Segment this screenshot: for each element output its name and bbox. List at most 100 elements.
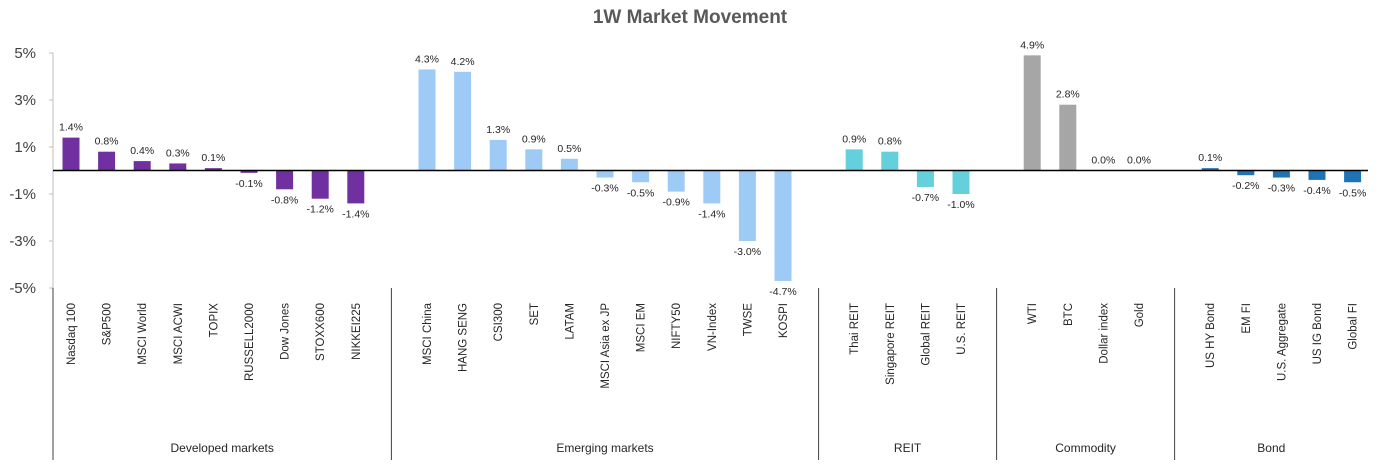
data-label: 0.4% [130, 145, 154, 157]
data-label: -1.4% [698, 208, 725, 220]
data-label: -0.8% [271, 194, 298, 206]
data-label: -0.9% [662, 197, 689, 209]
bar [347, 170, 365, 204]
bar [1308, 170, 1326, 180]
x-tick-label: MSCI ACWI [173, 303, 185, 364]
x-tick-label: Gold [1134, 303, 1146, 327]
data-label: 4.9% [1020, 39, 1044, 51]
x-tick-label: SET [529, 303, 541, 325]
data-label: 0.9% [522, 133, 546, 145]
y-tick-label: -5% [9, 280, 36, 297]
bar [204, 168, 222, 171]
x-tick-label: RUSSELL2000 [244, 303, 256, 381]
bar [489, 139, 507, 171]
data-label: 0.5% [557, 143, 581, 155]
x-tick-label: BTC [1063, 303, 1075, 326]
x-tick-label: TWSE [742, 303, 754, 337]
x-tick-label: CSI300 [493, 303, 505, 341]
y-tick-label: 5% [14, 45, 36, 62]
x-tick-label: Dow Jones [280, 303, 292, 360]
x-tick-label: MSCI China [422, 302, 434, 365]
bar [845, 149, 863, 171]
bar [881, 151, 899, 171]
x-tick-label: HANG SENG [458, 303, 470, 372]
x-tick-label: Singapore REIT [885, 303, 897, 385]
bar [169, 163, 187, 171]
data-label: 4.2% [451, 56, 475, 68]
x-tick-label: Nasdaq 100 [66, 303, 78, 365]
data-label: 2.8% [1056, 89, 1080, 101]
bar [774, 170, 792, 281]
data-label: -0.7% [912, 192, 939, 204]
bar [454, 71, 472, 171]
data-label: 1.4% [59, 122, 83, 134]
bar [240, 170, 258, 173]
x-tick-label: TOPIX [208, 303, 220, 338]
bar [62, 137, 80, 171]
x-tick-label: MSCI World [137, 303, 149, 365]
data-label: 0.1% [1198, 152, 1222, 164]
data-label: -0.3% [591, 183, 618, 195]
data-label: -0.1% [235, 178, 262, 190]
bar [1272, 170, 1290, 178]
x-tick-label: Global REIT [920, 303, 932, 366]
data-label: -0.3% [1268, 183, 1295, 195]
bar [1059, 104, 1077, 171]
bar [560, 158, 578, 171]
x-tick-label: KOSPI [778, 303, 790, 338]
bar [738, 170, 756, 241]
group-label: REIT [894, 441, 922, 455]
x-tick-label: US IG Bond [1312, 303, 1324, 364]
data-label: 0.0% [1091, 155, 1115, 167]
bar [418, 69, 436, 171]
data-label: 0.3% [166, 147, 190, 159]
x-tick-label: WTI [1027, 303, 1039, 324]
data-label: -0.5% [627, 187, 654, 199]
data-label: -0.2% [1232, 180, 1259, 192]
y-tick-label: -3% [9, 233, 36, 250]
x-tick-label: NIFTY50 [671, 303, 683, 349]
bar [98, 151, 116, 171]
data-label: -0.5% [1339, 187, 1366, 199]
data-label: 0.0% [1127, 155, 1151, 167]
group-label: Emerging markets [556, 441, 653, 455]
data-label: 0.1% [201, 152, 225, 164]
bar [1344, 170, 1362, 183]
bar [667, 170, 685, 192]
x-tick-label: U.S. Aggregate [1276, 303, 1288, 381]
bar [525, 149, 543, 171]
y-tick-label: 1% [14, 139, 36, 156]
bar [703, 170, 721, 204]
bar [952, 170, 970, 194]
x-tick-label: S&P500 [102, 303, 114, 345]
y-tick-label: -1% [9, 186, 36, 203]
data-label: 1.3% [486, 124, 510, 136]
x-tick-label: Global FI [1348, 303, 1360, 350]
data-label: -1.0% [947, 199, 974, 211]
data-label: 0.8% [878, 136, 902, 148]
bar [1023, 55, 1041, 171]
bar [1237, 170, 1255, 176]
data-label: -1.4% [342, 208, 369, 220]
bar [133, 161, 151, 171]
x-tick-label: US HY Bond [1205, 303, 1217, 368]
data-label: -1.2% [306, 204, 333, 216]
x-tick-label: MSCI Asia ex JP [600, 303, 612, 389]
x-tick-label: LATAM [564, 303, 576, 340]
data-label: 4.3% [415, 53, 439, 65]
bar [276, 170, 294, 190]
bar [1201, 168, 1219, 171]
x-tick-label: VN-Index [707, 303, 719, 351]
x-tick-label: NIKKEI225 [351, 303, 363, 360]
chart-title: 1W Market Movement [593, 7, 788, 28]
x-tick-label: MSCI EM [636, 303, 648, 352]
bar [596, 170, 614, 178]
data-label: -3.0% [734, 246, 761, 258]
group-label: Bond [1257, 441, 1285, 455]
bar [311, 170, 329, 199]
x-tick-label: EM FI [1241, 303, 1253, 334]
data-label: -4.7% [769, 286, 796, 298]
bar [916, 170, 934, 187]
